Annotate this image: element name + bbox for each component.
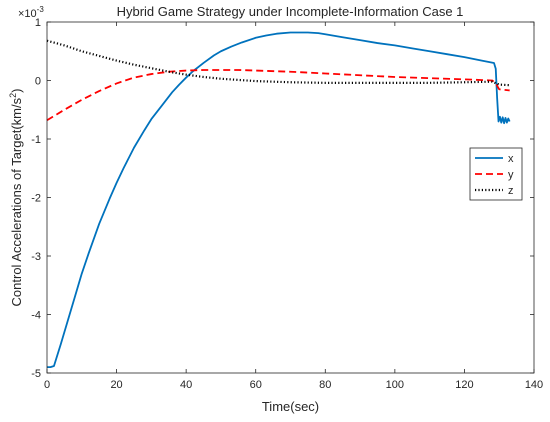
x-axis-label: Time(sec) bbox=[262, 399, 319, 414]
x-tick-label: 100 bbox=[386, 379, 404, 391]
y-multiplier: ×10-3 bbox=[18, 5, 44, 20]
y-tick-label: 1 bbox=[35, 17, 41, 29]
y-tick-label: -3 bbox=[31, 251, 41, 263]
x-tick-label: 20 bbox=[110, 379, 122, 391]
y-axis-label: Control Accelerations of Target(km/s2) bbox=[8, 89, 24, 307]
x-tick-label: 140 bbox=[525, 379, 543, 391]
y-axis-label-main: Control Accelerations of Target(km/s bbox=[9, 97, 24, 306]
y-tick-label: 0 bbox=[35, 76, 41, 88]
x-tick-label: 120 bbox=[455, 379, 473, 391]
y-tick-label: -4 bbox=[31, 310, 41, 322]
chart-title: Hybrid Game Strategy under Incomplete-In… bbox=[117, 4, 464, 19]
x-tick-label: 40 bbox=[180, 379, 192, 391]
plot-area bbox=[47, 22, 534, 373]
x-tick-label: 60 bbox=[250, 379, 262, 391]
y-multiplier-exponent: -3 bbox=[37, 5, 45, 14]
series-line-x bbox=[47, 31, 511, 369]
legend-label-z: z bbox=[508, 185, 514, 197]
series-line-y bbox=[46, 69, 510, 122]
legend-label-x: x bbox=[508, 153, 514, 165]
series-line-z bbox=[46, 39, 510, 87]
y-axis-label-close: ) bbox=[9, 89, 24, 93]
y-tick-label: -1 bbox=[31, 134, 41, 146]
y-axis-label-superscript: 2 bbox=[8, 93, 18, 98]
x-tick-label: 80 bbox=[319, 379, 331, 391]
series-layer bbox=[46, 31, 511, 369]
y-tick-label: -2 bbox=[31, 193, 41, 205]
y-multiplier-base: ×10 bbox=[18, 8, 37, 20]
y-tick-label: -5 bbox=[31, 368, 41, 380]
ticks-layer: 0 20 40 60 80 100 120 140 -5 -4 -3 -2 -1 0 1 bbox=[31, 17, 543, 391]
x-tick-label: 0 bbox=[44, 379, 50, 391]
legend-label-y: y bbox=[508, 169, 514, 181]
legend: xyz bbox=[469, 147, 523, 201]
